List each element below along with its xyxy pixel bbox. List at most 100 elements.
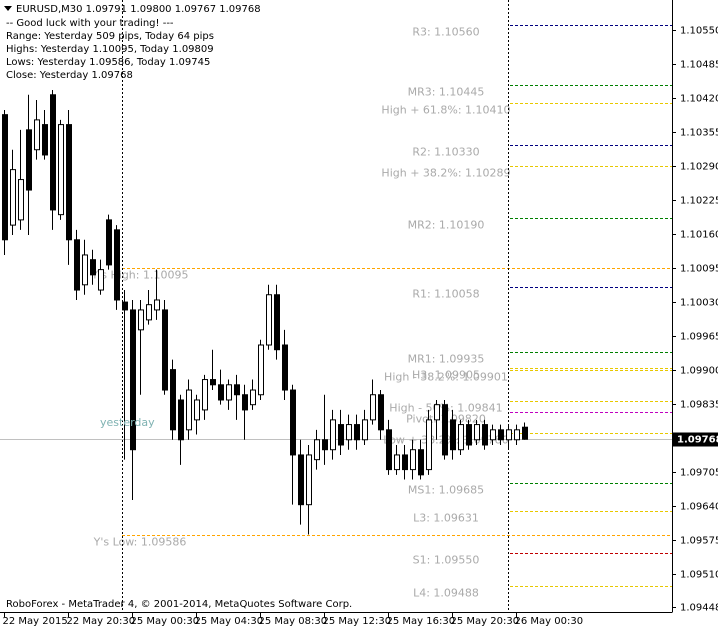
x-tick-label: 25 May 20:30 (451, 616, 520, 627)
y-tick-label: 1.10030 (680, 298, 718, 309)
level-label: MR3: 1.10445 (408, 86, 485, 99)
candle-body (258, 344, 264, 396)
y-tick-label: 1.10485 (680, 60, 718, 71)
level-label: S1: 1.09550 (413, 554, 480, 567)
y-tick-label: 1.10290 (680, 162, 718, 173)
level-label: R2: 1.10330 (412, 146, 479, 159)
candle-body (426, 419, 432, 471)
y-tick-label: 1.10355 (680, 128, 718, 139)
x-tick-label: 25 May 16:30 (387, 616, 456, 627)
candle-body (274, 294, 280, 351)
candle-body (354, 424, 360, 441)
candle-body (10, 169, 16, 226)
info-line: Range: Yesterday 509 pips, Today 64 pips (6, 31, 214, 42)
candle-body (394, 454, 400, 471)
candle-body (162, 309, 168, 391)
y-tick-label: 1.10160 (680, 230, 718, 241)
candle-body (178, 399, 184, 441)
candle-body (434, 404, 440, 421)
candle-body (242, 394, 248, 411)
candle-body (50, 94, 56, 211)
title-arrow (4, 6, 12, 11)
candle-body (338, 424, 344, 446)
candle-body (450, 419, 456, 451)
level-label: MR2: 1.10190 (408, 219, 485, 232)
y-tick-label: 1.10420 (680, 94, 718, 105)
candle-body (514, 429, 520, 441)
candle-body (66, 124, 72, 241)
candle-body (482, 424, 488, 446)
candle-body (442, 404, 448, 456)
candle-body (226, 384, 232, 401)
candle-body (522, 426, 528, 440)
y-tick-label: 1.09900 (680, 366, 718, 377)
candle-body (498, 429, 504, 441)
candle-body (106, 219, 112, 266)
candle-body (2, 114, 8, 241)
candle-body (298, 454, 304, 506)
y-tick-label: 1.09705 (680, 468, 718, 479)
x-tick-label: 25 May 00:30 (131, 616, 200, 627)
level-label: High - 38.2%: 1.09901 (384, 371, 508, 384)
candle-body (458, 424, 464, 451)
candle-body (370, 394, 376, 421)
candle-body (474, 424, 480, 441)
candle-body (506, 429, 512, 441)
candle-body (362, 419, 368, 441)
candle-body (42, 124, 48, 156)
candle-body (346, 424, 352, 441)
level-label: MR1: 1.09935 (408, 353, 485, 366)
candle-body (234, 384, 240, 396)
candles (2, 90, 528, 535)
candle-body (410, 449, 416, 471)
level-label: Y's High: 1.10095 (91, 269, 189, 282)
info-line: -- Good luck with your trading! --- (6, 18, 174, 29)
candle-body (282, 344, 288, 391)
y-tick-label: 1.10225 (680, 196, 718, 207)
candle-body (146, 304, 152, 321)
candle-body (114, 229, 120, 301)
current-price-label: 1.09768 (677, 435, 718, 446)
y-tick-label: 1.09835 (680, 400, 718, 411)
y-tick-label: 1.09575 (680, 536, 718, 547)
candle-body (154, 299, 160, 311)
candle-body (170, 369, 176, 431)
candle-body (402, 454, 408, 471)
x-tick-label: 25 May 08:30 (259, 616, 328, 627)
x-tick-label: 26 May 00:30 (515, 616, 584, 627)
candle-body (18, 179, 24, 221)
level-label: L4: 1.09488 (413, 587, 479, 600)
annotation: yesterday (100, 416, 155, 429)
level-label: H3: 1.09905 (412, 369, 480, 382)
info-line: Highs: Yesterday 1.10095, Today 1.09809 (6, 44, 214, 55)
candle-body (82, 254, 88, 286)
candle-body (122, 301, 128, 311)
level-label: High + 38.2%: 1.10289 (381, 167, 510, 180)
candle-body (306, 454, 312, 506)
y-tick-label: 1.09640 (680, 502, 718, 513)
x-tick-label: 22 May 20:30 (67, 616, 136, 627)
candle-body (218, 384, 224, 401)
candle-body (378, 394, 384, 431)
candle-body (210, 379, 216, 386)
level-label: MS1: 1.09685 (408, 484, 484, 497)
candle-body (194, 399, 200, 421)
candle-body (26, 129, 32, 191)
candle-body (130, 309, 136, 451)
candle-body (330, 419, 336, 451)
level-label: High + 61.8%: 1.10410 (381, 104, 510, 117)
info-line: Close: Yesterday 1.09768 (6, 70, 133, 81)
candle-body (490, 429, 496, 441)
candle-body (202, 379, 208, 411)
x-tick-label: 25 May 04:30 (195, 616, 264, 627)
level-label: Y's Low: 1.09586 (93, 536, 187, 549)
candle-body (266, 294, 272, 346)
candle-body (90, 259, 96, 276)
candle-body (314, 439, 320, 461)
candle-body (466, 424, 472, 446)
footer: RoboForex - MetaTrader 4, © 2001-2014, M… (6, 599, 352, 610)
x-tick-label: 22 May 2015 (3, 616, 68, 627)
